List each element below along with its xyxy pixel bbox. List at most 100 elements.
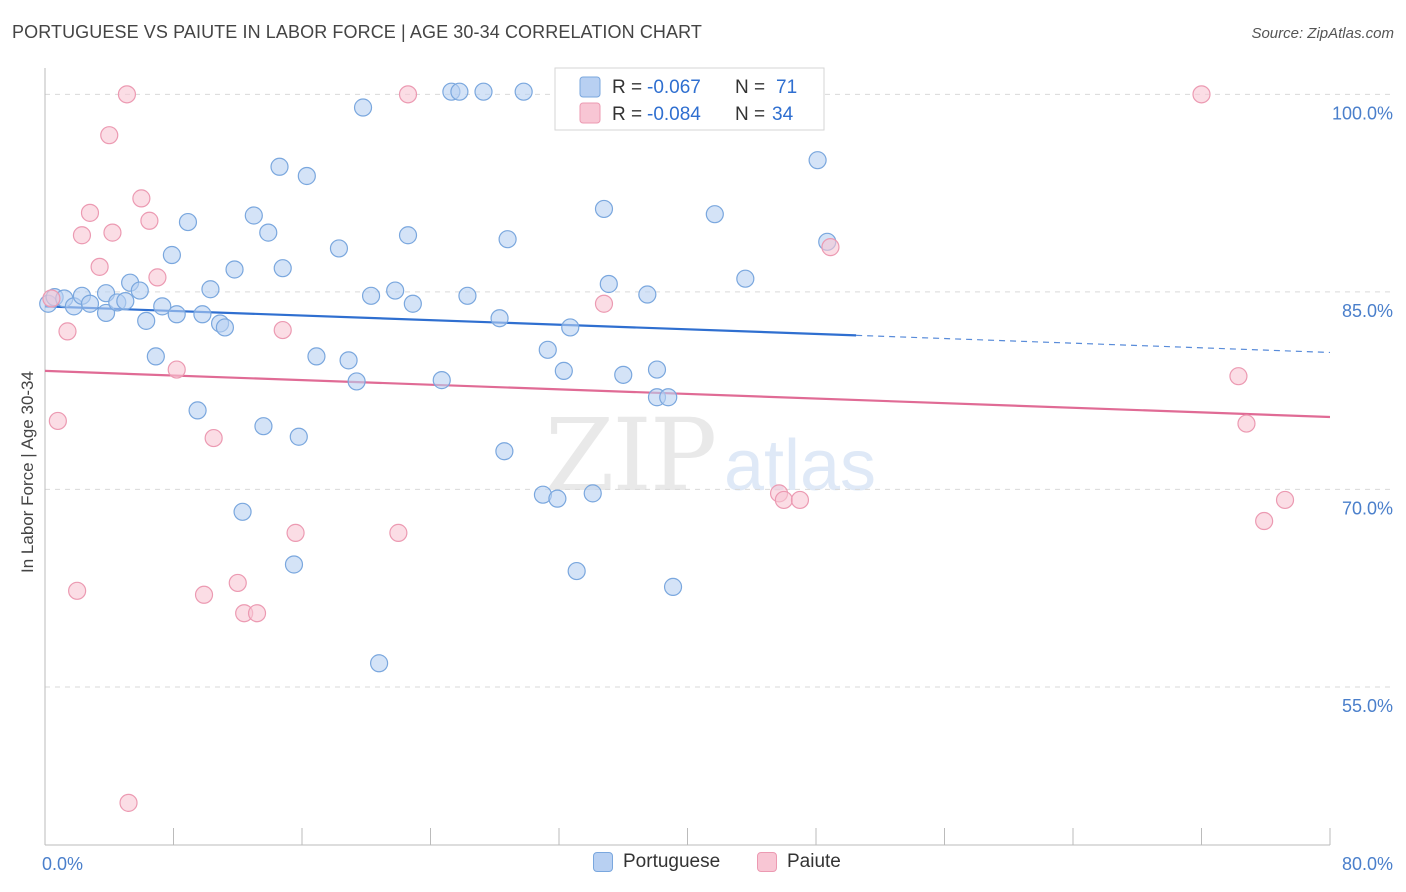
point-portuguese-29 <box>273 259 292 278</box>
point-portuguese-15 <box>162 245 181 265</box>
point-paiute-14 <box>167 360 186 379</box>
legend-portuguese-r-value: -0.067 <box>647 77 701 98</box>
point-paiute-7 <box>100 126 119 145</box>
point-portuguese-12 <box>137 311 156 330</box>
point-paiute-12 <box>140 211 159 230</box>
chart-title: PORTUGUESE VS PAIUTE IN LABOR FORCE | AG… <box>12 22 702 42</box>
point-portuguese-30 <box>284 555 304 574</box>
legend-swatch-paiute <box>579 102 601 124</box>
point-portuguese-36 <box>347 372 366 391</box>
point-paiute-8 <box>103 223 122 242</box>
watermark: ZIP atlas <box>545 397 876 514</box>
point-portuguese-63 <box>647 360 667 379</box>
legend-swatch-portuguese <box>579 76 601 98</box>
point-portuguese-17 <box>178 212 198 232</box>
series-legend: Portuguese Paiute <box>0 851 1406 879</box>
legend-paiute-r-label: R = <box>612 104 642 125</box>
point-paiute-30 <box>1229 367 1248 386</box>
point-paiute-28 <box>821 238 840 257</box>
point-portuguese-38 <box>361 286 381 305</box>
point-portuguese-61 <box>614 365 633 384</box>
point-portuguese-22 <box>215 318 234 337</box>
trend-line-paiute <box>44 369 1331 419</box>
y-tick-label-0: 55.0% <box>1342 696 1393 716</box>
point-portuguese-49 <box>495 442 514 461</box>
point-portuguese-54 <box>548 489 567 508</box>
x-tick-label-0: 0.0% <box>42 854 83 874</box>
legend-portuguese-r-label: R = <box>612 77 642 98</box>
point-paiute-29 <box>1192 85 1211 104</box>
x-tick-label-1: 80.0% <box>1342 854 1393 874</box>
trend-line-portuguese-extension <box>856 334 1331 354</box>
point-portuguese-69 <box>808 151 827 170</box>
point-portuguese-50 <box>498 230 517 249</box>
legend-item-portuguese: Portuguese <box>593 851 720 873</box>
point-portuguese-40 <box>386 281 405 300</box>
point-portuguese-26 <box>254 417 273 436</box>
point-portuguese-42 <box>403 294 422 313</box>
point-portuguese-11 <box>130 281 149 300</box>
point-portuguese-66 <box>663 577 683 596</box>
legend-portuguese-n-value: 71 <box>776 77 797 98</box>
gridlines <box>45 93 1395 688</box>
legend-label-portuguese: Portuguese <box>623 851 721 872</box>
y-tick-label-2: 85.0% <box>1342 301 1393 321</box>
point-portuguese-62 <box>638 285 657 304</box>
point-portuguese-59 <box>594 199 614 219</box>
point-portuguese-67 <box>705 205 724 224</box>
point-paiute-24 <box>594 294 614 313</box>
point-portuguese-58 <box>583 484 602 503</box>
legend-item-paiute: Paiute <box>757 851 841 873</box>
point-portuguese-20 <box>201 280 220 299</box>
point-paiute-4 <box>72 226 92 245</box>
point-portuguese-27 <box>259 223 278 242</box>
legend-swatch-portuguese-bottom <box>593 852 613 872</box>
point-paiute-22 <box>389 523 408 542</box>
point-paiute-5 <box>80 203 100 222</box>
stats-legend: R = -0.067 N = 71 R = -0.084 N = 34 <box>554 67 825 131</box>
point-portuguese-68 <box>736 269 755 288</box>
point-paiute-20 <box>273 320 292 340</box>
y-tick-label-3: 100.0% <box>1332 103 1393 123</box>
point-portuguese-57 <box>567 561 586 581</box>
point-paiute-1 <box>48 411 67 431</box>
point-portuguese-9 <box>116 292 135 311</box>
point-portuguese-25 <box>244 206 263 225</box>
point-paiute-27 <box>790 490 810 510</box>
point-portuguese-41 <box>398 226 418 245</box>
legend-paiute-r-value: -0.084 <box>647 104 701 125</box>
point-paiute-3 <box>68 581 87 600</box>
point-paiute-33 <box>1275 490 1295 510</box>
point-portuguese-53 <box>538 340 557 359</box>
point-paiute-10 <box>119 793 138 812</box>
point-paiute-13 <box>148 268 167 287</box>
x-tick-labels: 0.0% 80.0% <box>42 854 1393 874</box>
point-paiute-9 <box>117 85 137 104</box>
point-portuguese-55 <box>554 361 573 380</box>
point-portuguese-7 <box>96 303 116 323</box>
chart-source: Source: ZipAtlas.com <box>1251 25 1394 42</box>
point-paiute-31 <box>1237 414 1256 433</box>
data-points <box>39 82 1295 812</box>
point-paiute-21 <box>286 523 305 542</box>
point-paiute-17 <box>228 573 247 593</box>
point-paiute-32 <box>1255 511 1274 531</box>
point-portuguese-60 <box>599 274 618 294</box>
point-portuguese-5 <box>80 294 100 313</box>
legend-paiute-n-label: N = <box>735 104 765 125</box>
y-tick-label-1: 70.0% <box>1342 498 1393 518</box>
point-portuguese-34 <box>329 239 349 258</box>
point-portuguese-31 <box>289 427 308 446</box>
point-paiute-0 <box>42 289 61 308</box>
point-paiute-2 <box>58 322 77 341</box>
legend-portuguese-n-label: N = <box>735 77 765 98</box>
point-portuguese-32 <box>297 166 316 186</box>
point-paiute-16 <box>204 428 223 448</box>
legend-swatch-paiute-bottom <box>757 852 777 872</box>
point-portuguese-16 <box>167 305 186 324</box>
point-portuguese-28 <box>270 157 289 176</box>
point-portuguese-56 <box>561 318 580 337</box>
point-portuguese-39 <box>370 654 389 673</box>
point-portuguese-47 <box>458 286 477 305</box>
